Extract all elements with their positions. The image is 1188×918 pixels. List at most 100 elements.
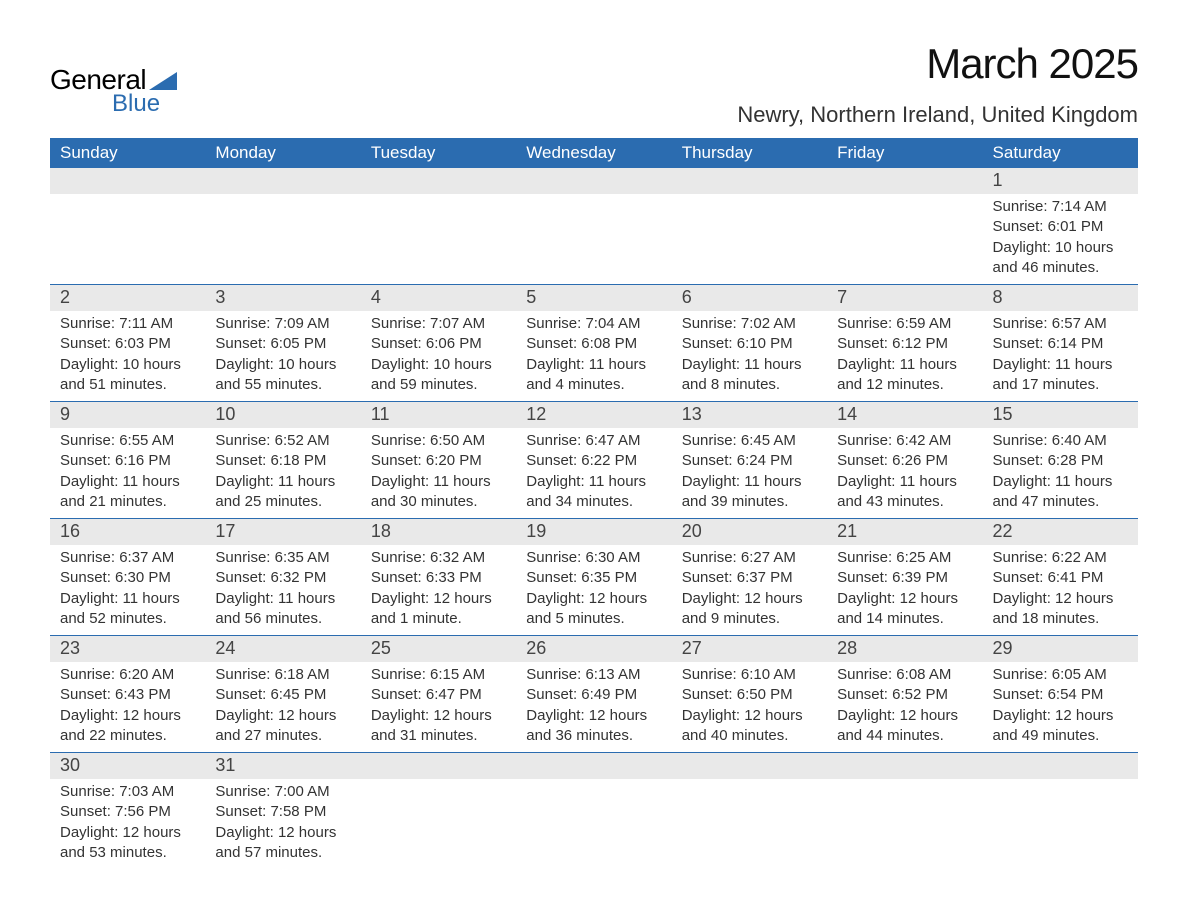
day-number: 17 xyxy=(205,519,360,545)
calendar-day-cell: 11Sunrise: 6:50 AMSunset: 6:20 PMDayligh… xyxy=(361,402,516,519)
day-content: Sunrise: 7:09 AMSunset: 6:05 PMDaylight:… xyxy=(205,311,360,401)
day-number xyxy=(827,168,982,194)
sunset-text: Sunset: 6:35 PM xyxy=(526,568,661,588)
day-number: 28 xyxy=(827,636,982,662)
day-number xyxy=(50,168,205,194)
calendar-day-cell: 25Sunrise: 6:15 AMSunset: 6:47 PMDayligh… xyxy=(361,636,516,753)
day-content: Sunrise: 6:15 AMSunset: 6:47 PMDaylight:… xyxy=(361,662,516,752)
sunrise-text: Sunrise: 6:20 AM xyxy=(60,665,195,685)
daylight-text: Daylight: 12 hours and 44 minutes. xyxy=(837,706,972,747)
day-content: Sunrise: 6:20 AMSunset: 6:43 PMDaylight:… xyxy=(50,662,205,752)
calendar-day-cell: 24Sunrise: 6:18 AMSunset: 6:45 PMDayligh… xyxy=(205,636,360,753)
sunrise-text: Sunrise: 7:09 AM xyxy=(215,314,350,334)
calendar-day-cell xyxy=(672,753,827,870)
sunrise-text: Sunrise: 6:52 AM xyxy=(215,431,350,451)
sunrise-text: Sunrise: 6:18 AM xyxy=(215,665,350,685)
sunrise-text: Sunrise: 6:47 AM xyxy=(526,431,661,451)
calendar-week-row: 2Sunrise: 7:11 AMSunset: 6:03 PMDaylight… xyxy=(50,285,1138,402)
day-content: Sunrise: 6:13 AMSunset: 6:49 PMDaylight:… xyxy=(516,662,671,752)
sunrise-text: Sunrise: 6:42 AM xyxy=(837,431,972,451)
sunrise-text: Sunrise: 7:03 AM xyxy=(60,782,195,802)
day-content xyxy=(50,194,205,203)
day-number: 3 xyxy=(205,285,360,311)
sunset-text: Sunset: 6:24 PM xyxy=(682,451,817,471)
daylight-text: Daylight: 12 hours and 5 minutes. xyxy=(526,589,661,630)
daylight-text: Daylight: 12 hours and 40 minutes. xyxy=(682,706,817,747)
month-title: March 2025 xyxy=(737,40,1138,88)
calendar-day-cell xyxy=(983,753,1138,870)
sunrise-text: Sunrise: 6:27 AM xyxy=(682,548,817,568)
day-number: 30 xyxy=(50,753,205,779)
day-content xyxy=(827,194,982,203)
sunset-text: Sunset: 6:28 PM xyxy=(993,451,1128,471)
daylight-text: Daylight: 10 hours and 51 minutes. xyxy=(60,355,195,396)
sunset-text: Sunset: 6:18 PM xyxy=(215,451,350,471)
sunset-text: Sunset: 6:26 PM xyxy=(837,451,972,471)
day-number: 24 xyxy=(205,636,360,662)
sunset-text: Sunset: 6:37 PM xyxy=(682,568,817,588)
calendar-day-cell: 9Sunrise: 6:55 AMSunset: 6:16 PMDaylight… xyxy=(50,402,205,519)
calendar-day-cell: 3Sunrise: 7:09 AMSunset: 6:05 PMDaylight… xyxy=(205,285,360,402)
weekday-header: Thursday xyxy=(672,138,827,168)
daylight-text: Daylight: 11 hours and 34 minutes. xyxy=(526,472,661,513)
sunset-text: Sunset: 6:49 PM xyxy=(526,685,661,705)
day-number: 31 xyxy=(205,753,360,779)
calendar-day-cell: 19Sunrise: 6:30 AMSunset: 6:35 PMDayligh… xyxy=(516,519,671,636)
day-content: Sunrise: 6:57 AMSunset: 6:14 PMDaylight:… xyxy=(983,311,1138,401)
sunrise-text: Sunrise: 6:35 AM xyxy=(215,548,350,568)
day-number xyxy=(516,753,671,779)
calendar-day-cell: 5Sunrise: 7:04 AMSunset: 6:08 PMDaylight… xyxy=(516,285,671,402)
day-content: Sunrise: 6:40 AMSunset: 6:28 PMDaylight:… xyxy=(983,428,1138,518)
day-content: Sunrise: 6:47 AMSunset: 6:22 PMDaylight:… xyxy=(516,428,671,518)
day-content xyxy=(516,194,671,203)
sunset-text: Sunset: 6:47 PM xyxy=(371,685,506,705)
daylight-text: Daylight: 11 hours and 12 minutes. xyxy=(837,355,972,396)
day-number xyxy=(516,168,671,194)
daylight-text: Daylight: 12 hours and 53 minutes. xyxy=(60,823,195,864)
calendar-day-cell xyxy=(827,753,982,870)
daylight-text: Daylight: 12 hours and 31 minutes. xyxy=(371,706,506,747)
sunset-text: Sunset: 6:08 PM xyxy=(526,334,661,354)
sunset-text: Sunset: 6:43 PM xyxy=(60,685,195,705)
calendar-day-cell: 4Sunrise: 7:07 AMSunset: 6:06 PMDaylight… xyxy=(361,285,516,402)
sunset-text: Sunset: 6:22 PM xyxy=(526,451,661,471)
calendar-day-cell: 29Sunrise: 6:05 AMSunset: 6:54 PMDayligh… xyxy=(983,636,1138,753)
day-number: 11 xyxy=(361,402,516,428)
sunrise-text: Sunrise: 6:13 AM xyxy=(526,665,661,685)
daylight-text: Daylight: 11 hours and 52 minutes. xyxy=(60,589,195,630)
day-number xyxy=(672,168,827,194)
calendar-day-cell xyxy=(50,168,205,285)
day-content: Sunrise: 7:14 AMSunset: 6:01 PMDaylight:… xyxy=(983,194,1138,284)
sunrise-text: Sunrise: 6:45 AM xyxy=(682,431,817,451)
day-content: Sunrise: 6:32 AMSunset: 6:33 PMDaylight:… xyxy=(361,545,516,635)
day-number: 23 xyxy=(50,636,205,662)
sunset-text: Sunset: 6:41 PM xyxy=(993,568,1128,588)
sunrise-text: Sunrise: 6:10 AM xyxy=(682,665,817,685)
day-content xyxy=(361,194,516,203)
calendar-week-row: 9Sunrise: 6:55 AMSunset: 6:16 PMDaylight… xyxy=(50,402,1138,519)
day-number: 6 xyxy=(672,285,827,311)
day-number: 2 xyxy=(50,285,205,311)
daylight-text: Daylight: 12 hours and 36 minutes. xyxy=(526,706,661,747)
sunset-text: Sunset: 6:10 PM xyxy=(682,334,817,354)
calendar-day-cell: 1Sunrise: 7:14 AMSunset: 6:01 PMDaylight… xyxy=(983,168,1138,285)
daylight-text: Daylight: 10 hours and 55 minutes. xyxy=(215,355,350,396)
day-content xyxy=(827,779,982,788)
calendar-day-cell: 22Sunrise: 6:22 AMSunset: 6:41 PMDayligh… xyxy=(983,519,1138,636)
daylight-text: Daylight: 12 hours and 57 minutes. xyxy=(215,823,350,864)
sunrise-text: Sunrise: 7:14 AM xyxy=(993,197,1128,217)
day-number: 5 xyxy=(516,285,671,311)
calendar-week-row: 23Sunrise: 6:20 AMSunset: 6:43 PMDayligh… xyxy=(50,636,1138,753)
calendar-day-cell xyxy=(361,753,516,870)
day-content xyxy=(983,779,1138,788)
sunrise-text: Sunrise: 6:32 AM xyxy=(371,548,506,568)
day-number: 13 xyxy=(672,402,827,428)
day-content xyxy=(516,779,671,788)
daylight-text: Daylight: 10 hours and 46 minutes. xyxy=(993,238,1128,279)
day-number: 20 xyxy=(672,519,827,545)
day-number: 25 xyxy=(361,636,516,662)
calendar-day-cell: 7Sunrise: 6:59 AMSunset: 6:12 PMDaylight… xyxy=(827,285,982,402)
header: General Blue March 2025 Newry, Northern … xyxy=(50,40,1138,128)
day-content: Sunrise: 6:42 AMSunset: 6:26 PMDaylight:… xyxy=(827,428,982,518)
calendar-day-cell: 13Sunrise: 6:45 AMSunset: 6:24 PMDayligh… xyxy=(672,402,827,519)
